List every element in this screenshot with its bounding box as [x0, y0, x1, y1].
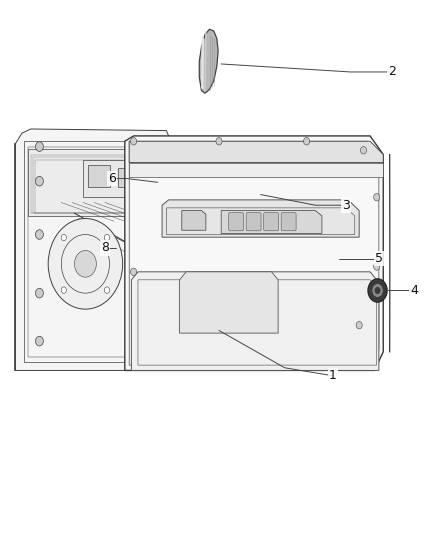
Polygon shape: [221, 211, 322, 233]
Circle shape: [35, 230, 43, 239]
Text: 5: 5: [375, 252, 383, 265]
Polygon shape: [199, 29, 218, 93]
Circle shape: [74, 251, 96, 277]
Text: 4: 4: [410, 284, 418, 297]
Text: 3: 3: [342, 199, 350, 212]
Circle shape: [158, 142, 166, 151]
Circle shape: [131, 268, 137, 276]
Circle shape: [61, 287, 67, 293]
Circle shape: [104, 235, 110, 241]
Circle shape: [35, 142, 43, 151]
Circle shape: [374, 193, 380, 201]
Circle shape: [374, 263, 380, 270]
Polygon shape: [182, 211, 206, 230]
Circle shape: [131, 138, 137, 145]
Circle shape: [356, 321, 362, 329]
Polygon shape: [180, 272, 278, 333]
Circle shape: [375, 287, 380, 294]
Circle shape: [104, 287, 110, 293]
Polygon shape: [118, 168, 145, 187]
FancyBboxPatch shape: [264, 213, 279, 231]
Polygon shape: [129, 141, 383, 163]
Circle shape: [360, 147, 367, 154]
Circle shape: [368, 279, 387, 302]
Polygon shape: [129, 163, 383, 177]
FancyBboxPatch shape: [229, 213, 244, 231]
Circle shape: [216, 138, 222, 145]
Polygon shape: [131, 272, 379, 370]
FancyBboxPatch shape: [281, 213, 296, 231]
Text: 8: 8: [101, 241, 109, 254]
Text: 6: 6: [108, 172, 116, 185]
Text: 2: 2: [388, 66, 396, 78]
Polygon shape: [15, 129, 169, 370]
Circle shape: [61, 235, 67, 241]
Polygon shape: [83, 160, 149, 197]
Polygon shape: [162, 200, 359, 237]
Circle shape: [372, 284, 383, 297]
Circle shape: [304, 138, 310, 145]
Circle shape: [35, 176, 43, 186]
Polygon shape: [88, 165, 110, 187]
FancyBboxPatch shape: [246, 213, 261, 231]
Polygon shape: [125, 136, 383, 370]
Text: 1: 1: [329, 369, 337, 382]
Polygon shape: [28, 149, 155, 216]
Circle shape: [35, 288, 43, 298]
Circle shape: [35, 336, 43, 346]
Circle shape: [48, 219, 123, 309]
Circle shape: [158, 238, 166, 247]
